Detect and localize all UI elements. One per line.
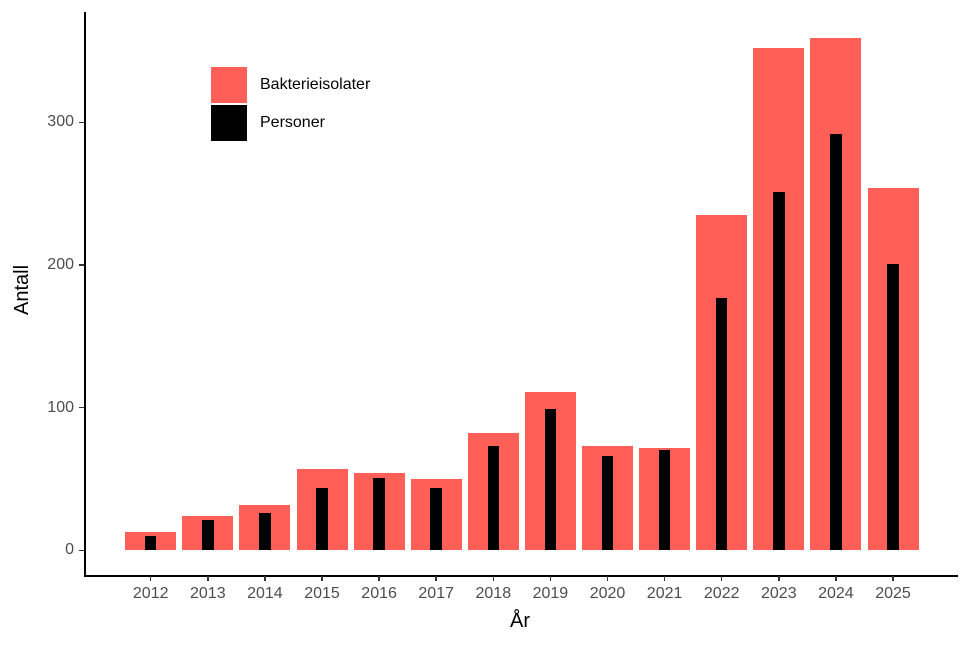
x-tick-label: 2024	[818, 585, 854, 602]
y-tick-label: 100	[47, 398, 74, 416]
x-tick	[149, 576, 152, 581]
x-tick	[663, 576, 666, 581]
x-tick-label: 2013	[190, 585, 226, 602]
bar-personer-2016	[373, 477, 385, 551]
bar-personer-2023	[773, 192, 785, 551]
x-tick-label: 2015	[304, 585, 340, 602]
x-tick	[835, 576, 837, 581]
x-tick	[321, 576, 323, 581]
y-tick-label: 200	[47, 255, 74, 273]
bar-personer-2019	[544, 409, 557, 551]
legend-swatch-red	[211, 67, 247, 103]
x-tick	[549, 576, 552, 581]
legend-item-personer: Personer	[211, 104, 370, 142]
legend-swatch-black	[211, 105, 247, 141]
x-tick	[207, 576, 209, 581]
y-tick-label: 300	[47, 113, 74, 131]
bar-personer-2017	[430, 487, 442, 551]
y-tick-label: 0	[65, 541, 74, 559]
y-tick	[79, 264, 84, 266]
x-axis-line	[84, 574, 958, 577]
x-tick-label: 2018	[475, 585, 512, 602]
x-axis-title: År	[510, 610, 530, 632]
x-tick-label: 2023	[761, 585, 797, 602]
x-tick	[720, 576, 723, 581]
x-tick	[435, 576, 437, 581]
y-tick	[79, 406, 84, 409]
bar-personer-2025	[887, 263, 899, 551]
x-tick-label: 2020	[589, 585, 626, 602]
x-tick-label: 2022	[703, 585, 740, 602]
bar-personer-2020	[601, 456, 614, 551]
x-tick-label: 2025	[875, 585, 911, 602]
y-tick	[79, 549, 84, 552]
bar-personer-2012	[144, 536, 157, 551]
x-tick	[606, 576, 609, 581]
x-tick-label: 2016	[361, 585, 397, 602]
bar-personer-2018	[487, 446, 500, 551]
x-tick	[264, 576, 266, 581]
x-tick-label: 2019	[532, 585, 569, 602]
x-tick	[778, 576, 780, 581]
bar-personer-2022	[715, 297, 728, 551]
bar-personer-2013	[202, 520, 214, 551]
legend: Bakterieisolater Personer	[211, 66, 370, 142]
bar-personer-2024	[830, 133, 842, 551]
y-axis-line	[84, 12, 86, 576]
x-tick	[492, 576, 495, 581]
y-tick	[79, 121, 84, 124]
x-tick-label: 2014	[247, 585, 283, 602]
y-axis-title: Antall	[11, 264, 33, 316]
legend-label: Personer	[260, 114, 325, 131]
x-tick-label: 2017	[418, 585, 454, 602]
legend-label: Bakterieisolater	[260, 76, 371, 93]
bar-personer-2015	[316, 487, 328, 551]
legend-item-bakterieisolater: Bakterieisolater	[211, 66, 370, 104]
x-tick-label: 2021	[646, 585, 683, 602]
bar-personer-2014	[259, 513, 271, 551]
x-tick	[378, 576, 380, 581]
x-tick	[892, 576, 894, 581]
bar-personer-2021	[658, 450, 671, 551]
x-tick-label: 2012	[132, 585, 169, 602]
